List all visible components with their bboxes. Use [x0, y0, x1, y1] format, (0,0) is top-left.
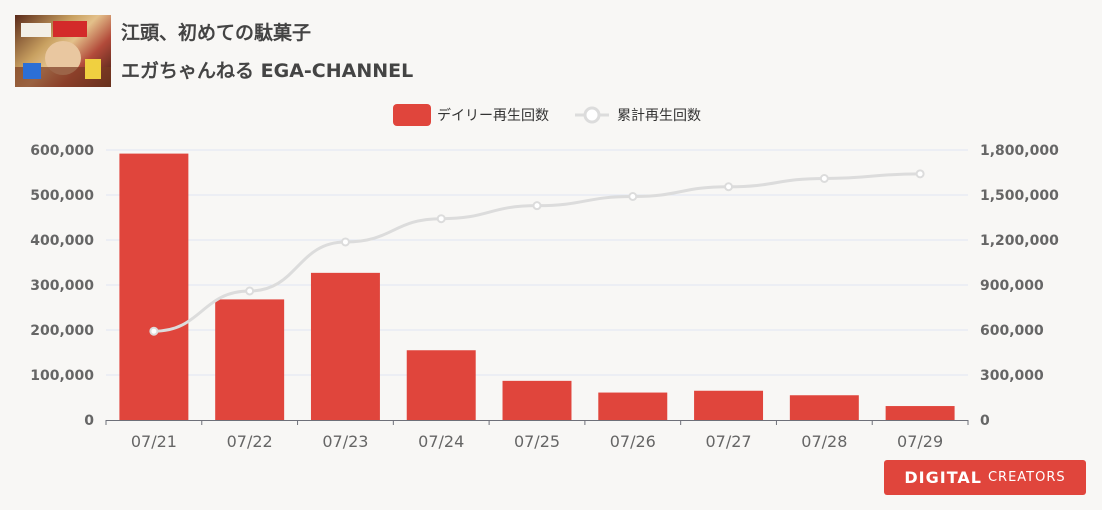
digital-creators-logo: DIGITAL CREATORS [884, 460, 1086, 495]
legend-swatch-bar [393, 104, 431, 126]
video-thumbnail [15, 15, 111, 87]
line-path [153, 172, 921, 333]
y-left-tick-label: 500,000 [30, 188, 94, 204]
bar [119, 153, 189, 420]
line-point [149, 326, 159, 336]
x-tick-label: 07/29 [897, 432, 943, 451]
y-right-tick-label: 1,200,000 [980, 233, 1059, 249]
y-right-tick-label: 0 [980, 413, 990, 429]
y-right-tick-label: 1,500,000 [980, 188, 1059, 204]
bar-series [119, 153, 955, 420]
y-left-tick-label: 400,000 [30, 233, 94, 249]
x-tick-label: 07/21 [131, 432, 177, 451]
chart-grid [106, 149, 968, 376]
bar [885, 406, 955, 420]
line-point [915, 169, 925, 179]
bar [502, 380, 572, 420]
bar [789, 395, 859, 420]
line-point [532, 201, 542, 211]
line-point [628, 192, 638, 201]
line-point [724, 182, 734, 192]
x-tick-label: 07/24 [418, 432, 464, 451]
bar [598, 392, 668, 420]
line-point [245, 286, 255, 296]
y-left-tick-label: 100,000 [30, 368, 94, 384]
line-point [340, 237, 350, 247]
line-series [149, 169, 925, 336]
x-tick-label: 07/28 [801, 432, 847, 451]
bar [310, 272, 380, 420]
y-left-tick-label: 600,000 [30, 143, 94, 159]
chart-axes: 0 100,000 200,000 300,000 400,000 500,000 600,… [30, 143, 1059, 451]
line-point [819, 174, 829, 183]
line-point [436, 214, 446, 224]
logo-text-digital: DIGITAL [904, 468, 982, 487]
y-right-tick-label: 900,000 [980, 278, 1044, 294]
legend-swatch-point [583, 106, 601, 124]
x-tick-label: 07/26 [610, 432, 656, 451]
x-tick-label: 07/27 [706, 432, 752, 451]
chart-legend: デイリー再生回数 累計再生回数 [393, 104, 701, 126]
bar [215, 299, 285, 420]
video-title: 江頭、初めての駄菓子 [121, 22, 312, 44]
bar [406, 350, 476, 420]
y-left-tick-label: 0 [84, 413, 94, 429]
y-left-tick-label: 300,000 [30, 278, 94, 294]
y-left-tick-label: 200,000 [30, 323, 94, 339]
legend-label-line: 累計再生回数 [617, 108, 701, 124]
legend-label-bar: デイリー再生回数 [437, 107, 549, 124]
channel-name: エガちゃんねる EGA-CHANNEL [121, 60, 414, 82]
y-right-tick-label: 600,000 [980, 323, 1044, 339]
logo-text-creators: CREATORS [987, 470, 1066, 485]
y-right-tick-label: 1,800,000 [980, 143, 1059, 159]
x-tick-label: 07/25 [514, 432, 560, 451]
y-right-tick-label: 300,000 [980, 368, 1044, 384]
bar [694, 390, 764, 420]
x-tick-label: 07/22 [227, 432, 273, 451]
x-tick-label: 07/23 [322, 432, 368, 451]
